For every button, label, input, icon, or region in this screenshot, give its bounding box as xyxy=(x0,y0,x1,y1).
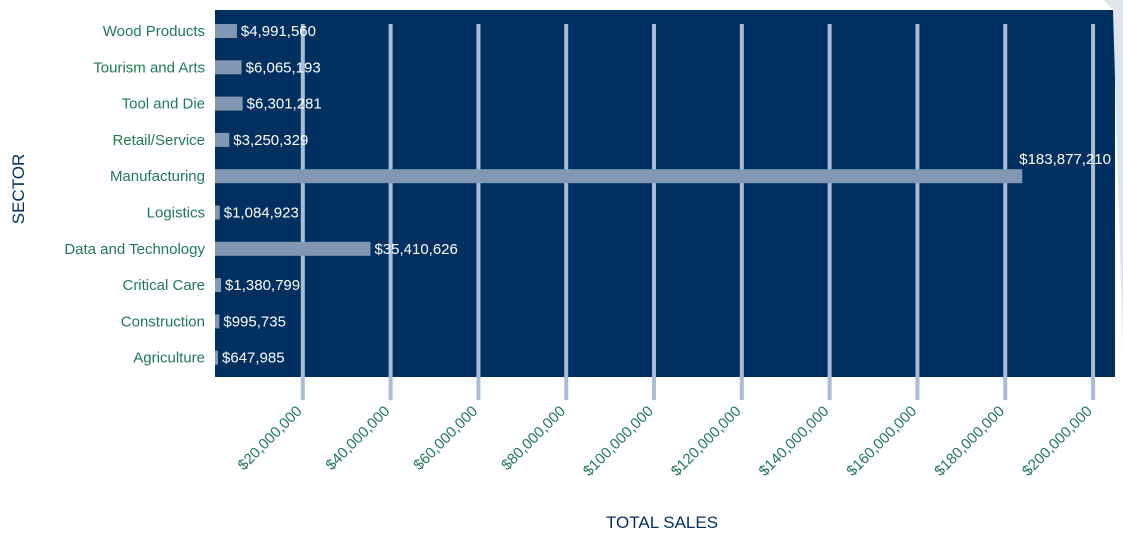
bar-3 xyxy=(215,96,243,111)
value-label-3: $6,301,281 xyxy=(247,96,322,113)
category-label-5: Manufacturing xyxy=(110,168,205,185)
grid-lines xyxy=(300,24,1096,400)
y-axis-title: SECTOR xyxy=(9,154,28,225)
x-tick-label-9: $180,000,000 xyxy=(931,403,1008,480)
decorative-edge xyxy=(1104,0,1123,350)
category-labels: Wood Products Tourism and Arts Tool and Di… xyxy=(64,23,205,367)
bar-2 xyxy=(215,60,242,75)
x-tick-labels: $20,000,000 $40,000,000 $60,000,000 $80,000… xyxy=(235,403,1096,480)
category-label-2: Tourism and Arts xyxy=(93,59,205,76)
bar-7 xyxy=(215,241,371,256)
category-label-4: Retail/Service xyxy=(112,132,205,149)
x-tick-label-3: $60,000,000 xyxy=(410,403,481,474)
x-tick-label-1: $20,000,000 xyxy=(235,403,306,474)
bars xyxy=(215,24,1023,365)
category-label-10: Agriculture xyxy=(133,350,205,367)
value-label-1: $4,991,560 xyxy=(241,23,316,40)
x-tick-label-6: $120,000,000 xyxy=(668,403,745,480)
category-label-3: Tool and Die xyxy=(122,96,205,113)
category-label-9: Construction xyxy=(121,313,205,330)
x-tick-label-5: $100,000,000 xyxy=(580,403,657,480)
bar-10 xyxy=(215,350,218,365)
x-tick-label-7: $140,000,000 xyxy=(756,403,833,480)
category-label-8: Critical Care xyxy=(122,277,205,294)
value-label-5: $183,877,210 xyxy=(1019,151,1111,168)
value-label-4: $3,250,329 xyxy=(233,132,308,149)
bar-4 xyxy=(215,132,230,147)
value-label-10: $647,985 xyxy=(222,350,285,367)
value-label-6: $1,084,923 xyxy=(224,205,299,222)
bar-8 xyxy=(215,278,222,293)
value-label-9: $995,735 xyxy=(223,313,286,330)
x-tick-label-10: $200,000,000 xyxy=(1019,403,1096,480)
value-label-7: $35,410,626 xyxy=(374,241,457,258)
value-label-2: $6,065,193 xyxy=(246,59,321,76)
bar-5 xyxy=(215,169,1023,184)
bar-9 xyxy=(215,314,220,329)
bar-1 xyxy=(215,24,237,38)
x-tick-label-2: $40,000,000 xyxy=(322,403,393,474)
x-axis-title: TOTAL SALES xyxy=(606,513,718,532)
plot-background xyxy=(215,10,1115,377)
value-labels: $4,991,560 $6,065,193 $6,301,281 $3,250,329… xyxy=(222,23,1111,367)
category-label-7: Data and Technology xyxy=(64,241,205,258)
value-label-8: $1,380,799 xyxy=(225,277,300,294)
bar-6 xyxy=(215,205,220,220)
category-label-1: Wood Products xyxy=(103,23,205,40)
x-tick-label-8: $160,000,000 xyxy=(843,403,920,480)
x-tick-label-4: $80,000,000 xyxy=(498,403,569,474)
category-label-6: Logistics xyxy=(147,205,205,222)
